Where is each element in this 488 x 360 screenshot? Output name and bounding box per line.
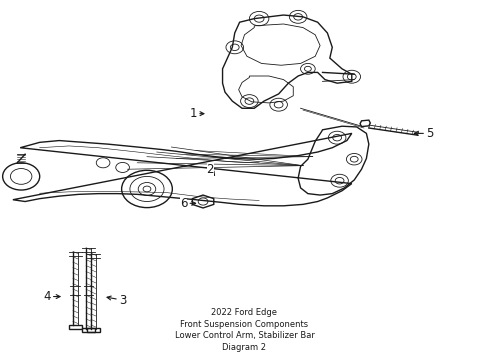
Text: 4: 4 bbox=[43, 290, 60, 303]
Text: 1: 1 bbox=[189, 107, 203, 120]
Text: 2022 Ford Edge
Front Suspension Components
Lower Control Arm, Stabilizer Bar
Dia: 2022 Ford Edge Front Suspension Componen… bbox=[174, 308, 314, 352]
Text: 5: 5 bbox=[413, 127, 432, 140]
Text: 6: 6 bbox=[180, 197, 195, 210]
Text: 2: 2 bbox=[206, 163, 214, 176]
Text: 3: 3 bbox=[107, 294, 126, 307]
